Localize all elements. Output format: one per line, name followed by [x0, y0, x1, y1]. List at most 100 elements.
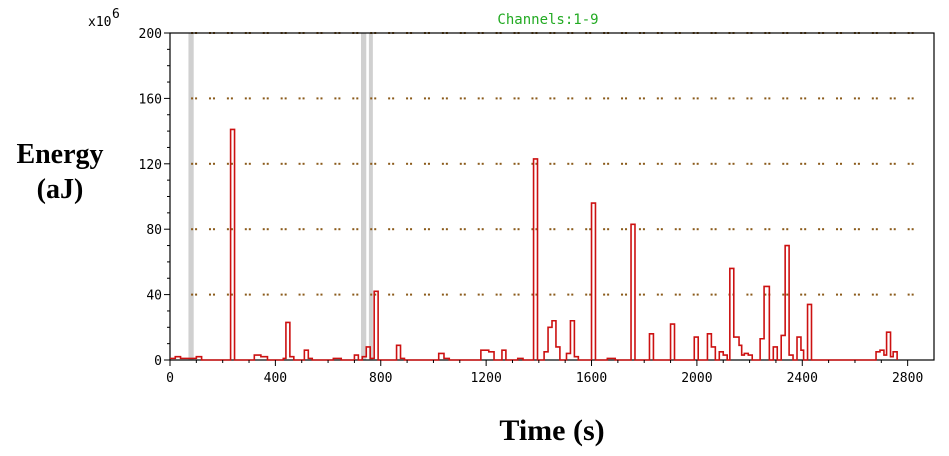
grid-dot: [481, 228, 484, 231]
grid-dot: [459, 293, 462, 296]
grid-dot: [818, 162, 821, 165]
grid-dot: [535, 293, 538, 296]
grid-dot: [911, 97, 914, 100]
grid-dot: [768, 228, 771, 231]
grid-dot: [567, 293, 570, 296]
grid-dot: [477, 293, 480, 296]
grid-dot: [334, 162, 337, 165]
grid-dot: [195, 293, 198, 296]
grid-dot: [642, 162, 645, 165]
grid-dot: [857, 228, 860, 231]
grid-dot: [714, 293, 717, 296]
grid-dot: [764, 97, 767, 100]
grid-dot: [553, 162, 556, 165]
grid-dot: [463, 228, 466, 231]
grid-dot: [764, 228, 767, 231]
grid-dot: [853, 293, 856, 296]
grid-dot: [481, 97, 484, 100]
grid-dot: [911, 293, 914, 296]
grid-dot: [786, 293, 789, 296]
grid-dot: [531, 162, 534, 165]
grid-dot: [728, 97, 731, 100]
grid-dot: [764, 162, 767, 165]
grid-dot: [459, 162, 462, 165]
plot-frame: [169, 32, 935, 361]
grid-dot: [388, 228, 391, 231]
grid-dot: [585, 228, 588, 231]
grid-dot: [495, 162, 498, 165]
grid-dot: [818, 228, 821, 231]
grid-dot: [835, 293, 838, 296]
grid-dot: [495, 97, 498, 100]
grid-dot: [374, 97, 377, 100]
grid-dot: [374, 162, 377, 165]
grid-dot: [302, 228, 305, 231]
shaded-region-0: [188, 33, 194, 360]
grid-dot: [370, 97, 373, 100]
grid-dot: [621, 228, 624, 231]
grid-dot: [463, 293, 466, 296]
grid-dot: [893, 162, 896, 165]
x-tick-label: 2400: [787, 371, 818, 386]
grid-dot: [248, 293, 251, 296]
y-tick-label: 40: [146, 289, 162, 304]
x-tick-label: 2800: [892, 371, 923, 386]
grid-dot: [678, 293, 681, 296]
grid-dot: [248, 97, 251, 100]
grid-dot: [893, 228, 896, 231]
grid-dot: [678, 228, 681, 231]
grid-dot: [768, 97, 771, 100]
grid-dot: [352, 228, 355, 231]
grid-dot: [191, 293, 194, 296]
grid-dot: [907, 97, 910, 100]
grid-dot: [621, 97, 624, 100]
grid-dot: [875, 293, 878, 296]
grid-dot: [517, 293, 520, 296]
grid-dot: [567, 162, 570, 165]
grid-dot: [696, 228, 699, 231]
grid-dot: [230, 162, 233, 165]
grid-dot: [674, 228, 677, 231]
grid-dot: [857, 162, 860, 165]
grid-dot: [280, 293, 283, 296]
y-multiplier-exponent: 6: [112, 7, 120, 22]
grid-dot: [531, 293, 534, 296]
y-axis-label-line1: Energy: [16, 139, 103, 170]
grid-dot: [625, 97, 628, 100]
grid-dot: [782, 293, 785, 296]
grid-dot: [871, 162, 874, 165]
grid-dot: [352, 162, 355, 165]
grid-dot: [406, 293, 409, 296]
grid-dot: [642, 97, 645, 100]
grid-dot: [477, 228, 480, 231]
shaded-regions: [188, 33, 373, 360]
grid-dot: [732, 97, 735, 100]
y-tick-label: 120: [139, 158, 162, 173]
grid-dot: [370, 228, 373, 231]
grid-dot: [535, 228, 538, 231]
grid-dot: [513, 293, 516, 296]
grid-dot: [732, 162, 735, 165]
grid-dot: [463, 162, 466, 165]
grid-dot: [786, 162, 789, 165]
grid-dot: [839, 97, 842, 100]
grid-dot: [889, 162, 892, 165]
grid-dot: [553, 97, 556, 100]
grid-dot: [427, 97, 430, 100]
grid-dot: [531, 97, 534, 100]
x-tick-label: 800: [369, 371, 392, 386]
grid-dot: [284, 97, 287, 100]
grid-dot: [660, 97, 663, 100]
grid-dot: [804, 293, 807, 296]
grid-dot: [656, 97, 659, 100]
grid-dot: [625, 293, 628, 296]
grid-dot: [822, 162, 825, 165]
grid-dot: [445, 162, 448, 165]
grid-dot: [410, 97, 413, 100]
grid-dot: [427, 228, 430, 231]
grid-dot: [678, 97, 681, 100]
grid-dot: [495, 293, 498, 296]
grid-dot: [714, 228, 717, 231]
grid-dot: [517, 228, 520, 231]
grid-dot: [280, 228, 283, 231]
